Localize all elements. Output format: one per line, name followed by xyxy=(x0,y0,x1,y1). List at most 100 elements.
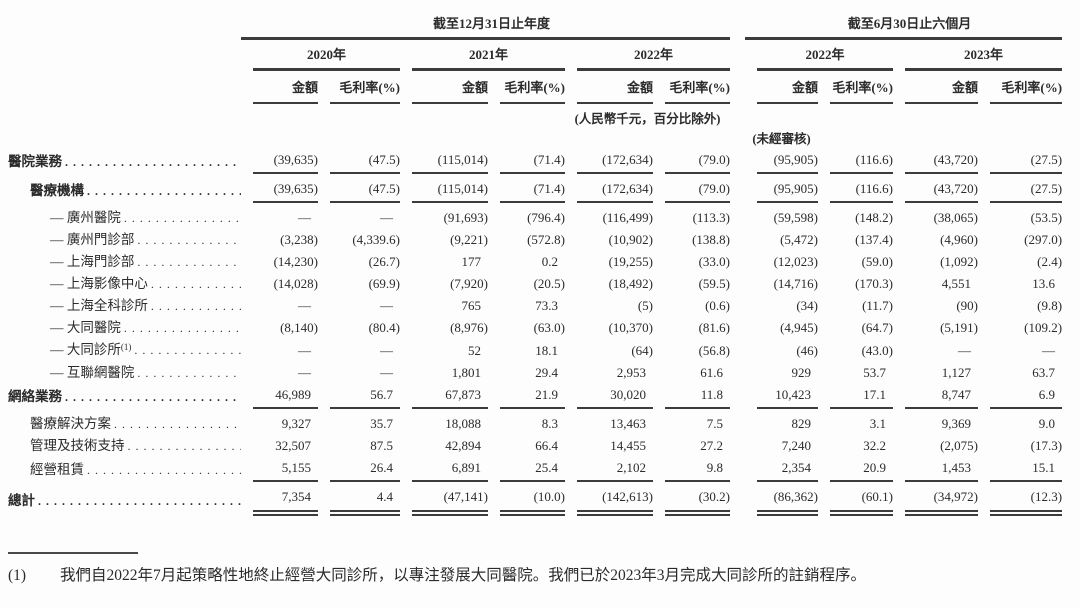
amount-value: (14,230) xyxy=(273,254,318,269)
margin-value: 53.7 xyxy=(863,365,887,380)
margin-value: 4.4 xyxy=(330,486,400,516)
amount-value: (9,221) xyxy=(450,232,488,247)
row-label: — 上海影像中心 xyxy=(50,276,148,291)
row-label: — 互聯網醫院 xyxy=(50,365,135,380)
margin-value: 25.4 xyxy=(500,457,565,482)
amount-value: 929 xyxy=(791,365,812,380)
amount-value: (43,720) xyxy=(905,149,979,174)
amount-value: (46) xyxy=(796,343,819,358)
margin-value: 8.3 xyxy=(541,416,558,431)
margin-value: 29.4 xyxy=(535,365,558,380)
amount-value: 765 xyxy=(461,298,482,313)
currency-note-row: (人民幣千元，百分比除外) xyxy=(8,104,1062,127)
amount-value: (18,492) xyxy=(608,276,653,291)
margin-value: 73.3 xyxy=(535,298,558,313)
table-row: 管理及技術支持 32,507 87.5 42,894 66.4 14,455 27.2 7,2… xyxy=(8,435,1062,457)
dot-leader xyxy=(114,416,241,432)
margin-value: 18.1 xyxy=(535,343,558,358)
margin-value: (59.0) xyxy=(861,254,894,269)
amount-value: 4,551 xyxy=(941,276,972,291)
amount-value: (12,023) xyxy=(773,254,819,269)
table-body: 醫院業務 (39,635) (47.5) (115,014) (71.4) (172,63… xyxy=(8,149,1063,516)
margin-value: (9.8) xyxy=(1037,298,1063,313)
amount-value: — xyxy=(958,343,972,358)
margin-value: (26.7) xyxy=(368,254,400,269)
amount-value: (4,945) xyxy=(780,320,819,335)
margin-value: (116.6) xyxy=(830,149,894,174)
margin-value: (56.8) xyxy=(698,343,731,358)
row-label: 經營租賃 xyxy=(30,461,84,477)
margin-value: (47.5) xyxy=(330,149,400,174)
year-header-2023-interim: 2023年 xyxy=(893,39,1063,71)
margin-value: (27.5) xyxy=(990,149,1063,174)
period-header-annual: 截至12月31日止年度 xyxy=(241,8,731,40)
margin-value: (71.4) xyxy=(500,178,565,203)
amount-value: 32,507 xyxy=(275,438,311,453)
margin-value: — xyxy=(380,365,393,380)
group-gap xyxy=(730,203,745,229)
amount-value: (47,141) xyxy=(412,486,488,516)
margin-value: 6.9 xyxy=(990,384,1063,409)
amount-value: (14,716) xyxy=(773,276,819,291)
amount-header: 金額 xyxy=(745,71,819,104)
row-label: — 大同診所 xyxy=(50,342,121,357)
amount-header: 金額 xyxy=(400,71,488,104)
margin-value: (60.1) xyxy=(830,486,894,516)
amount-value: (86,362) xyxy=(757,486,819,516)
amount-value: 177 xyxy=(461,254,482,269)
amount-value: (95,905) xyxy=(757,178,819,203)
group-gap xyxy=(730,362,745,384)
dot-leader xyxy=(151,276,241,292)
unaudited-note: (未經審核) xyxy=(752,132,811,146)
margin-value: (47.5) xyxy=(330,178,400,203)
amount-value: 46,989 xyxy=(253,384,318,409)
column-header-row: 金額 毛利率(%) 金額 毛利率(%) 金額 毛利率(%) 金額 毛利率(%) … xyxy=(8,71,1063,104)
margin-value: 9.8 xyxy=(665,457,731,482)
amount-value: (2,075) xyxy=(940,438,979,453)
footnote-separator xyxy=(8,552,138,554)
group-gap xyxy=(730,8,745,39)
amount-value: (115,014) xyxy=(412,178,488,203)
amount-value: (38,065) xyxy=(933,210,979,225)
amount-value: (95,905) xyxy=(757,149,819,174)
amount-value: (7,920) xyxy=(450,276,488,291)
group-gap xyxy=(730,317,745,339)
margin-value: (170.3) xyxy=(855,276,894,291)
amount-value: 6,891 xyxy=(412,457,488,482)
row-label: — 大同醫院 xyxy=(50,320,121,335)
amount-value: (59,598) xyxy=(773,210,819,225)
table-row: 經營租賃 5,155 26.4 6,891 25.4 2,102 9.8 2,354 20.9 1… xyxy=(8,457,1063,482)
amount-value: 9,369 xyxy=(941,416,972,431)
dot-leader xyxy=(134,342,241,358)
margin-header: 毛利率(%) xyxy=(818,71,894,104)
dot-leader xyxy=(151,298,241,314)
amount-value: (90) xyxy=(956,298,979,313)
row-label: 總計 xyxy=(8,493,35,508)
margin-value: (796.4) xyxy=(527,210,565,225)
amount-value: (5,472) xyxy=(780,232,819,247)
amount-value: (19,255) xyxy=(608,254,653,269)
margin-value: — xyxy=(380,210,393,225)
table-row: — 上海門診部 (14,230) (26.7) 177 0.2 (19,255) (33.0… xyxy=(8,251,1062,273)
margin-value: (69.9) xyxy=(368,276,400,291)
margin-value: 0.2 xyxy=(541,254,558,269)
row-label: — 上海全科診所 xyxy=(50,298,148,313)
table-row: — 大同醫院 (8,140) (80.4) (8,976) (63.0) (10,370)… xyxy=(8,317,1062,339)
amount-value: (5) xyxy=(637,298,653,313)
amount-value: (5,191) xyxy=(940,320,979,335)
amount-value: (1,092) xyxy=(940,254,979,269)
margin-value: (113.3) xyxy=(692,210,731,225)
margin-value: (64.7) xyxy=(861,320,894,335)
margin-value: 26.4 xyxy=(330,457,400,482)
amount-value: (142,613) xyxy=(577,486,653,516)
table-row: — 廣州醫院 — — (91,693) (796.4) (116,499) (113.3) (… xyxy=(8,203,1062,229)
row-label: 醫療機構 xyxy=(30,182,84,198)
footnote: (1) 我們自2022年7月起策略性地終止經營大同診所，以專注發展大同醫院。我們… xyxy=(8,562,1058,590)
amount-value: 1,801 xyxy=(451,365,481,380)
year-header-2021: 2021年 xyxy=(400,39,565,71)
amount-value: (39,635) xyxy=(253,178,318,203)
year-header-2022-interim: 2022年 xyxy=(745,39,894,71)
group-gap xyxy=(730,229,745,251)
row-label: 管理及技術支持 xyxy=(30,438,125,453)
unaudited-note-row: (未經審核) xyxy=(8,127,1062,149)
